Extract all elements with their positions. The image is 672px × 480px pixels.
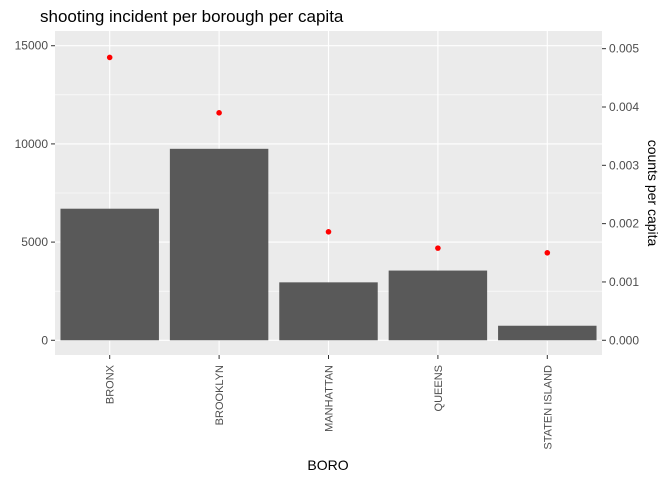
point-brooklyn (216, 110, 222, 116)
x-axis: BRONX BROOKLYN MANHATTAN QUEENS STATEN ISLAN… (105, 355, 554, 450)
x-axis-title: BORO (307, 457, 348, 473)
y-tick-label: 10000 (15, 137, 49, 151)
chart-title: shooting incident per borough per capita (40, 7, 344, 26)
x-tick-label: STATEN ISLAND (542, 365, 554, 450)
x-tick-label: QUEENS (433, 365, 445, 411)
point-bronx (106, 54, 113, 61)
point-queens (435, 245, 441, 251)
y2-tick-label: 0.002 (609, 217, 639, 231)
bars (60, 148, 597, 341)
x-tick-label: MANHATTAN (324, 365, 336, 432)
bar-manhattan (279, 282, 378, 341)
x-tick-label: BROOKLYN (214, 365, 226, 425)
y2-tick-label: 0.001 (609, 275, 639, 289)
bar-staten-island (498, 325, 597, 341)
y-axis-left: 0 5000 10000 15000 (15, 39, 55, 347)
y-axis-right: 0.000 0.001 0.002 0.003 0.004 0.005 (602, 42, 639, 347)
y-tick-label: 5000 (21, 235, 48, 249)
y2-tick-label: 0.005 (609, 42, 639, 56)
point-staten-island (544, 249, 551, 256)
bar-bronx (60, 208, 159, 341)
point-manhattan (325, 228, 332, 235)
y2-axis-title: counts per capita (645, 140, 661, 247)
y2-tick-label: 0.003 (609, 158, 639, 172)
points (106, 54, 551, 256)
bar-brooklyn (169, 148, 269, 341)
bar-queens (388, 270, 488, 341)
y-tick-label: 15000 (15, 39, 49, 53)
y-tick-label: 0 (41, 333, 48, 347)
y2-tick-label: 0.004 (609, 100, 639, 114)
x-tick-label: BRONX (105, 364, 117, 404)
y2-tick-label: 0.000 (609, 333, 639, 347)
